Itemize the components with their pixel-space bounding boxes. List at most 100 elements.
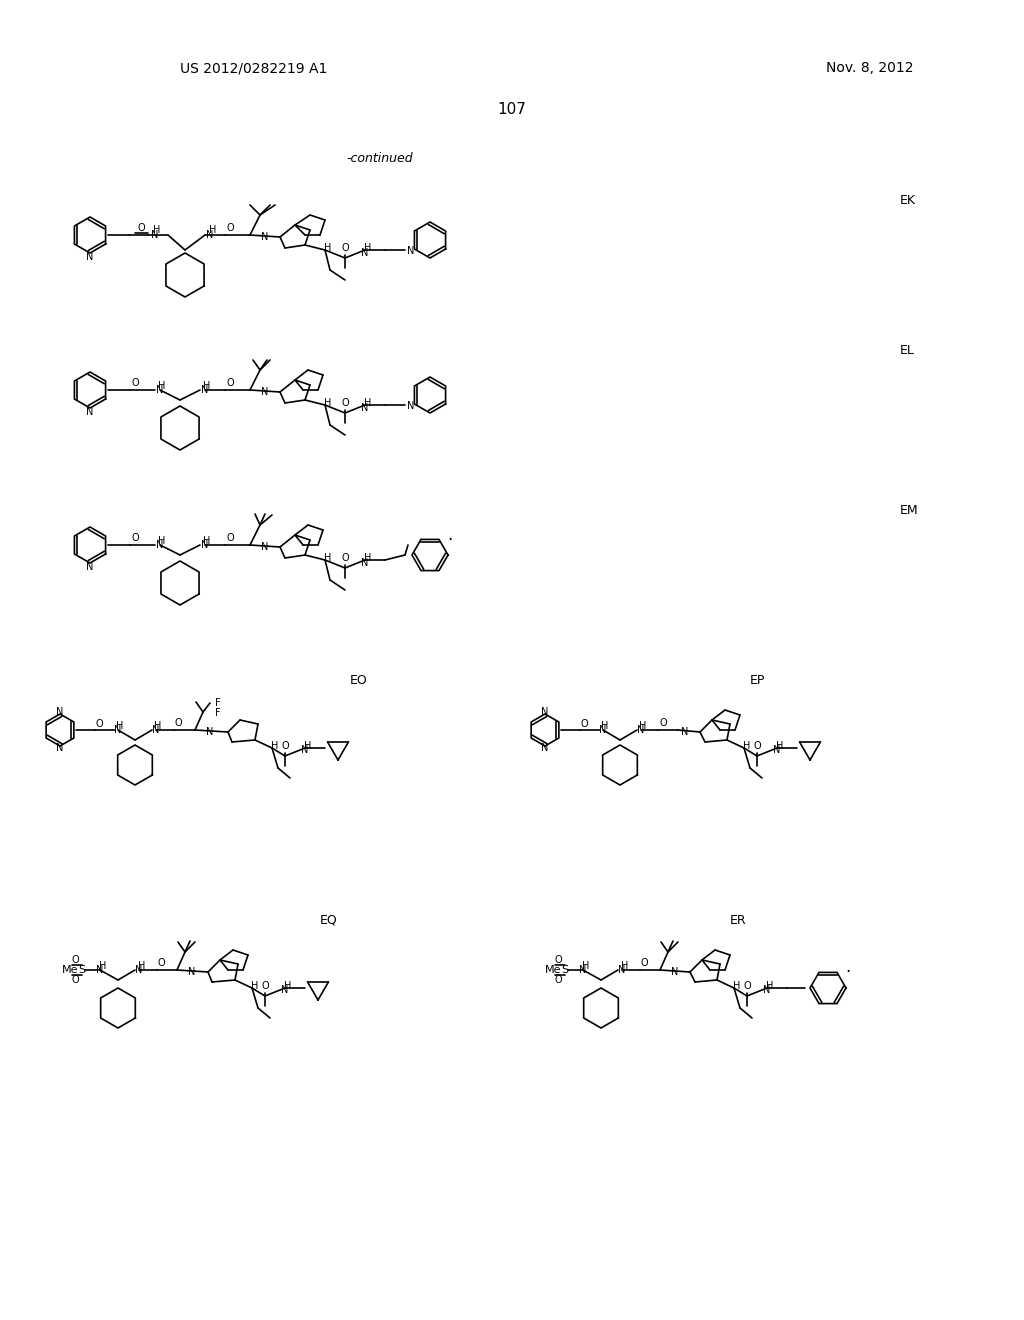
Text: N: N [580,965,587,975]
Text: H: H [271,741,279,751]
Text: H: H [204,536,211,546]
Text: N: N [599,725,606,735]
Text: N: N [361,248,369,257]
Text: N: N [681,727,689,737]
Text: O: O [554,954,562,965]
Text: S: S [79,965,86,975]
Text: US 2012/0282219 A1: US 2012/0282219 A1 [180,61,328,75]
Text: N: N [361,558,369,568]
Text: N: N [157,540,164,550]
Text: O: O [131,378,139,388]
Text: O: O [95,719,102,729]
Text: N: N [202,540,209,550]
Text: H: H [639,721,647,731]
Text: O: O [131,533,139,543]
Text: O: O [226,533,233,543]
Text: N: N [206,727,214,737]
Text: O: O [72,975,79,985]
Text: H: H [743,741,751,751]
Text: O: O [174,718,182,729]
Text: EQ: EQ [319,913,338,927]
Text: Me: Me [62,965,79,975]
Text: N: N [301,744,308,755]
Text: H: H [365,553,372,564]
Text: H: H [601,721,608,731]
Text: N: N [261,543,268,552]
Text: EM: EM [900,503,919,516]
Text: H: H [325,243,332,253]
Text: F: F [215,708,221,718]
Text: ·: · [447,531,453,549]
Text: O: O [640,958,648,968]
Text: H: H [209,224,217,235]
Text: N: N [261,232,268,242]
Text: H: H [733,981,740,991]
Text: N: N [408,246,415,256]
Text: O: O [341,243,349,253]
Text: N: N [115,725,122,735]
Text: N: N [261,387,268,397]
Text: N: N [408,401,415,411]
Text: N: N [763,985,771,995]
Text: O: O [282,741,289,751]
Text: H: H [99,961,106,972]
Text: EL: EL [900,343,914,356]
Text: O: O [754,741,761,751]
Text: N: N [542,743,549,752]
Text: Nov. 8, 2012: Nov. 8, 2012 [826,61,913,75]
Text: H: H [251,981,259,991]
Text: ER: ER [730,913,746,927]
Text: H: H [766,981,774,991]
Text: ·: · [846,964,851,981]
Text: H: H [117,721,124,731]
Text: O: O [226,378,233,388]
Text: H: H [304,741,311,751]
Text: O: O [341,553,349,564]
Text: N: N [157,385,164,395]
Text: H: H [159,536,166,546]
Text: O: O [581,719,588,729]
Text: EP: EP [750,673,765,686]
Text: H: H [325,553,332,564]
Text: N: N [96,965,103,975]
Text: N: N [361,403,369,413]
Text: N: N [56,708,63,717]
Text: S: S [561,965,568,975]
Text: N: N [86,562,93,572]
Text: H: H [204,381,211,391]
Text: H: H [365,243,372,253]
Text: N: N [773,744,780,755]
Text: N: N [153,725,160,735]
Text: H: H [325,399,332,408]
Text: H: H [285,981,292,991]
Text: N: N [188,968,196,977]
Text: O: O [341,399,349,408]
Text: H: H [622,961,629,972]
Text: N: N [282,985,289,995]
Text: 107: 107 [498,103,526,117]
Text: Me: Me [545,965,561,975]
Text: H: H [159,381,166,391]
Text: O: O [137,223,144,234]
Text: F: F [215,698,221,708]
Text: N: N [152,230,159,240]
Text: H: H [776,741,783,751]
Text: N: N [672,968,679,977]
Text: O: O [743,981,751,991]
Text: H: H [583,961,590,972]
Text: N: N [86,252,93,261]
Text: N: N [135,965,142,975]
Text: EO: EO [350,673,368,686]
Text: O: O [261,981,269,991]
Text: H: H [138,961,145,972]
Text: -continued: -continued [347,152,414,165]
Text: N: N [86,407,93,417]
Text: H: H [155,721,162,731]
Text: H: H [365,399,372,408]
Text: N: N [542,708,549,717]
Text: N: N [202,385,209,395]
Text: O: O [554,975,562,985]
Text: O: O [158,958,165,968]
Text: O: O [659,718,667,729]
Text: N: N [618,965,626,975]
